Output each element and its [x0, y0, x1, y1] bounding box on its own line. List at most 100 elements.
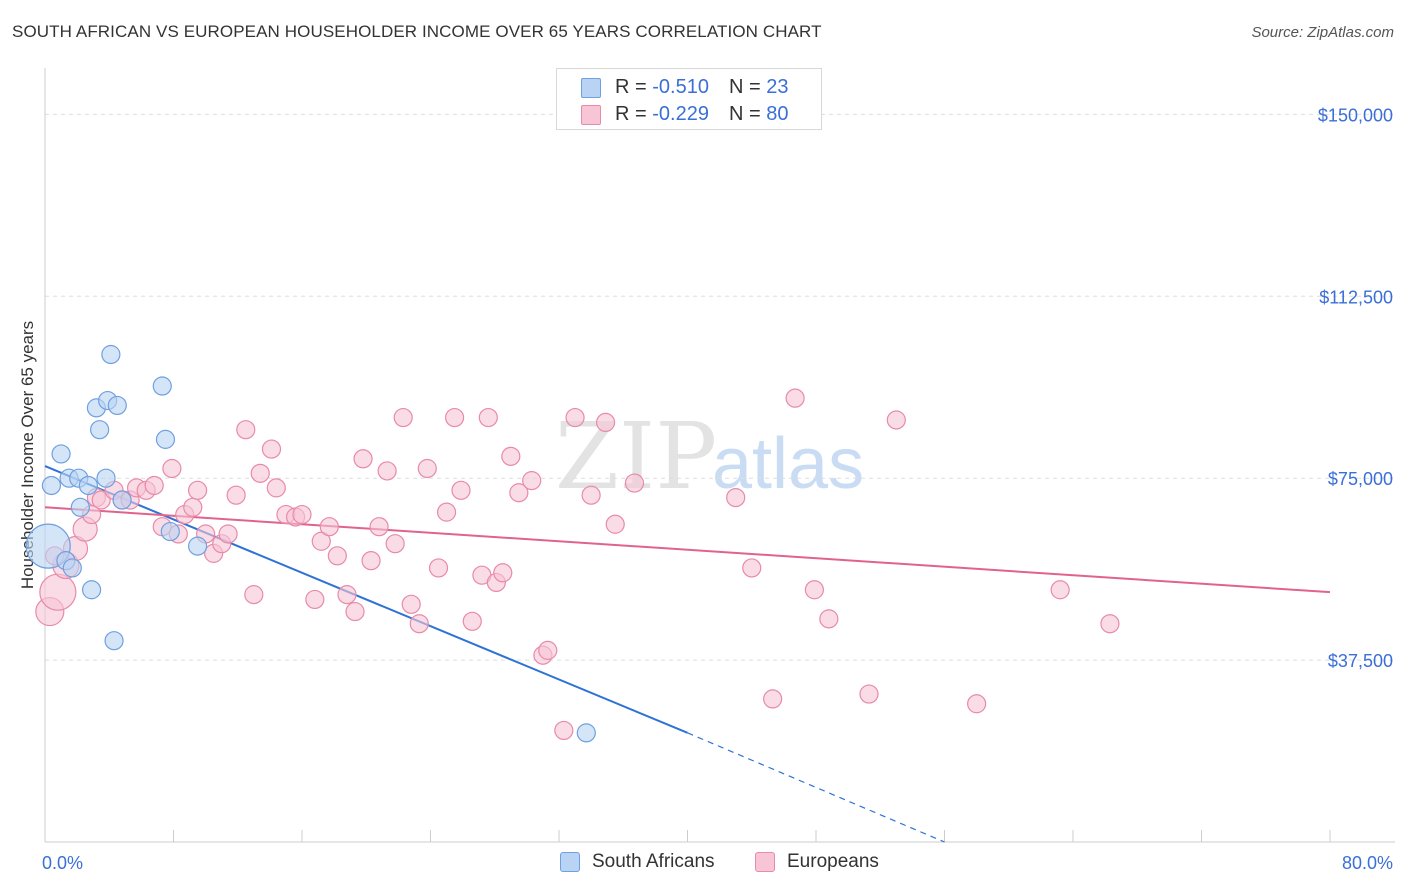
point-european — [266, 478, 286, 498]
r-value: -0.510 — [652, 76, 709, 98]
point-south-african — [62, 558, 82, 578]
point-european — [39, 573, 77, 611]
point-south-african — [155, 429, 176, 449]
point-european — [804, 580, 824, 600]
point-european — [377, 461, 397, 481]
r-value: -0.229 — [652, 103, 709, 125]
point-european — [581, 485, 601, 505]
point-european — [493, 563, 513, 583]
legend-item-europeans[interactable]: Europeans — [755, 851, 879, 873]
point-european — [538, 640, 558, 660]
point-european — [369, 517, 389, 537]
point-european — [624, 473, 645, 493]
n-label: N = — [728, 103, 761, 125]
trend-line-europeans — [44, 506, 1331, 594]
point-south-african — [78, 475, 98, 496]
point-european — [91, 490, 111, 510]
point-european — [785, 388, 805, 408]
point-south-african — [51, 444, 71, 464]
n-value: 80 — [766, 103, 789, 125]
trend-line-extrapolated — [687, 732, 945, 843]
point-european — [236, 420, 256, 440]
point-south-african — [41, 475, 62, 496]
point-european — [451, 480, 471, 500]
point-european — [763, 689, 783, 709]
n-value: 23 — [766, 76, 789, 98]
point-european — [1050, 580, 1070, 600]
pink-swatch-icon — [581, 104, 601, 125]
point-european — [742, 558, 762, 578]
point-european — [522, 471, 542, 491]
point-european — [595, 412, 616, 433]
legend-label: South Africans — [592, 851, 715, 872]
point-european — [226, 485, 246, 505]
point-european — [311, 531, 331, 551]
r-label: R = — [615, 76, 647, 98]
point-european — [501, 446, 521, 466]
point-south-african — [160, 521, 180, 542]
point-south-african — [70, 497, 90, 517]
point-european — [886, 410, 906, 430]
legend-label: Europeans — [787, 851, 879, 872]
point-south-african — [81, 580, 102, 600]
point-south-african — [152, 376, 172, 396]
stats-legend: R = -0.510 N = 23 R = -0.229 N = 80 — [556, 68, 822, 130]
point-european — [967, 694, 987, 714]
stats-row-south-africans: R = -0.510 N = 23 — [581, 76, 788, 99]
point-european — [859, 684, 879, 704]
point-european — [361, 551, 381, 571]
point-european — [305, 589, 325, 610]
y-tick-label: $112,500 — [1319, 287, 1393, 307]
point-european — [337, 585, 357, 605]
point-european — [250, 463, 270, 483]
pink-swatch-icon — [755, 852, 775, 872]
point-south-african — [187, 536, 208, 556]
legend-item-south-africans[interactable]: South Africans — [560, 851, 715, 873]
point-european — [409, 614, 429, 634]
point-european — [554, 720, 574, 741]
point-european — [187, 480, 208, 500]
point-south-african — [107, 395, 127, 416]
point-european — [218, 524, 238, 544]
blue-swatch-icon — [560, 852, 580, 872]
source-label: Source: ZipAtlas.com — [1251, 24, 1394, 41]
point-european — [417, 458, 437, 479]
point-european — [605, 514, 625, 534]
point-european — [353, 449, 373, 469]
point-south-african — [576, 723, 596, 743]
point-european — [726, 487, 746, 508]
point-european — [319, 517, 339, 537]
y-tick-label: $75,000 — [1328, 469, 1393, 489]
point-european — [183, 497, 203, 517]
point-european — [565, 407, 585, 428]
point-european — [436, 502, 457, 522]
point-european — [244, 585, 264, 605]
point-european — [345, 601, 365, 622]
point-south-african — [90, 420, 110, 440]
trend-line-south-africans — [44, 465, 688, 734]
point-european — [401, 594, 421, 614]
point-european — [327, 546, 347, 566]
point-european — [385, 534, 405, 554]
point-european — [428, 558, 449, 578]
point-european — [144, 475, 164, 496]
point-european — [462, 611, 482, 631]
point-south-african — [112, 490, 132, 510]
point-european — [478, 407, 498, 428]
point-european — [1100, 614, 1120, 634]
x-tick-label-min: 0.0% — [42, 853, 83, 873]
x-tick-label-max: 80.0% — [1342, 853, 1393, 873]
point-south-african — [101, 344, 121, 365]
r-label: R = — [615, 103, 647, 125]
point-european — [393, 407, 413, 428]
blue-swatch-icon — [581, 77, 601, 98]
stats-row-europeans: R = -0.229 N = 80 — [581, 103, 788, 126]
point-european — [162, 458, 182, 479]
series-legend: South Africans Europeans — [0, 851, 1406, 879]
point-european — [509, 483, 529, 503]
chart-title: SOUTH AFRICAN VS EUROPEAN HOUSEHOLDER IN… — [12, 22, 822, 41]
y-tick-label: $150,000 — [1318, 105, 1393, 125]
n-label: N = — [728, 76, 761, 98]
y-tick-label: $37,500 — [1328, 651, 1393, 671]
